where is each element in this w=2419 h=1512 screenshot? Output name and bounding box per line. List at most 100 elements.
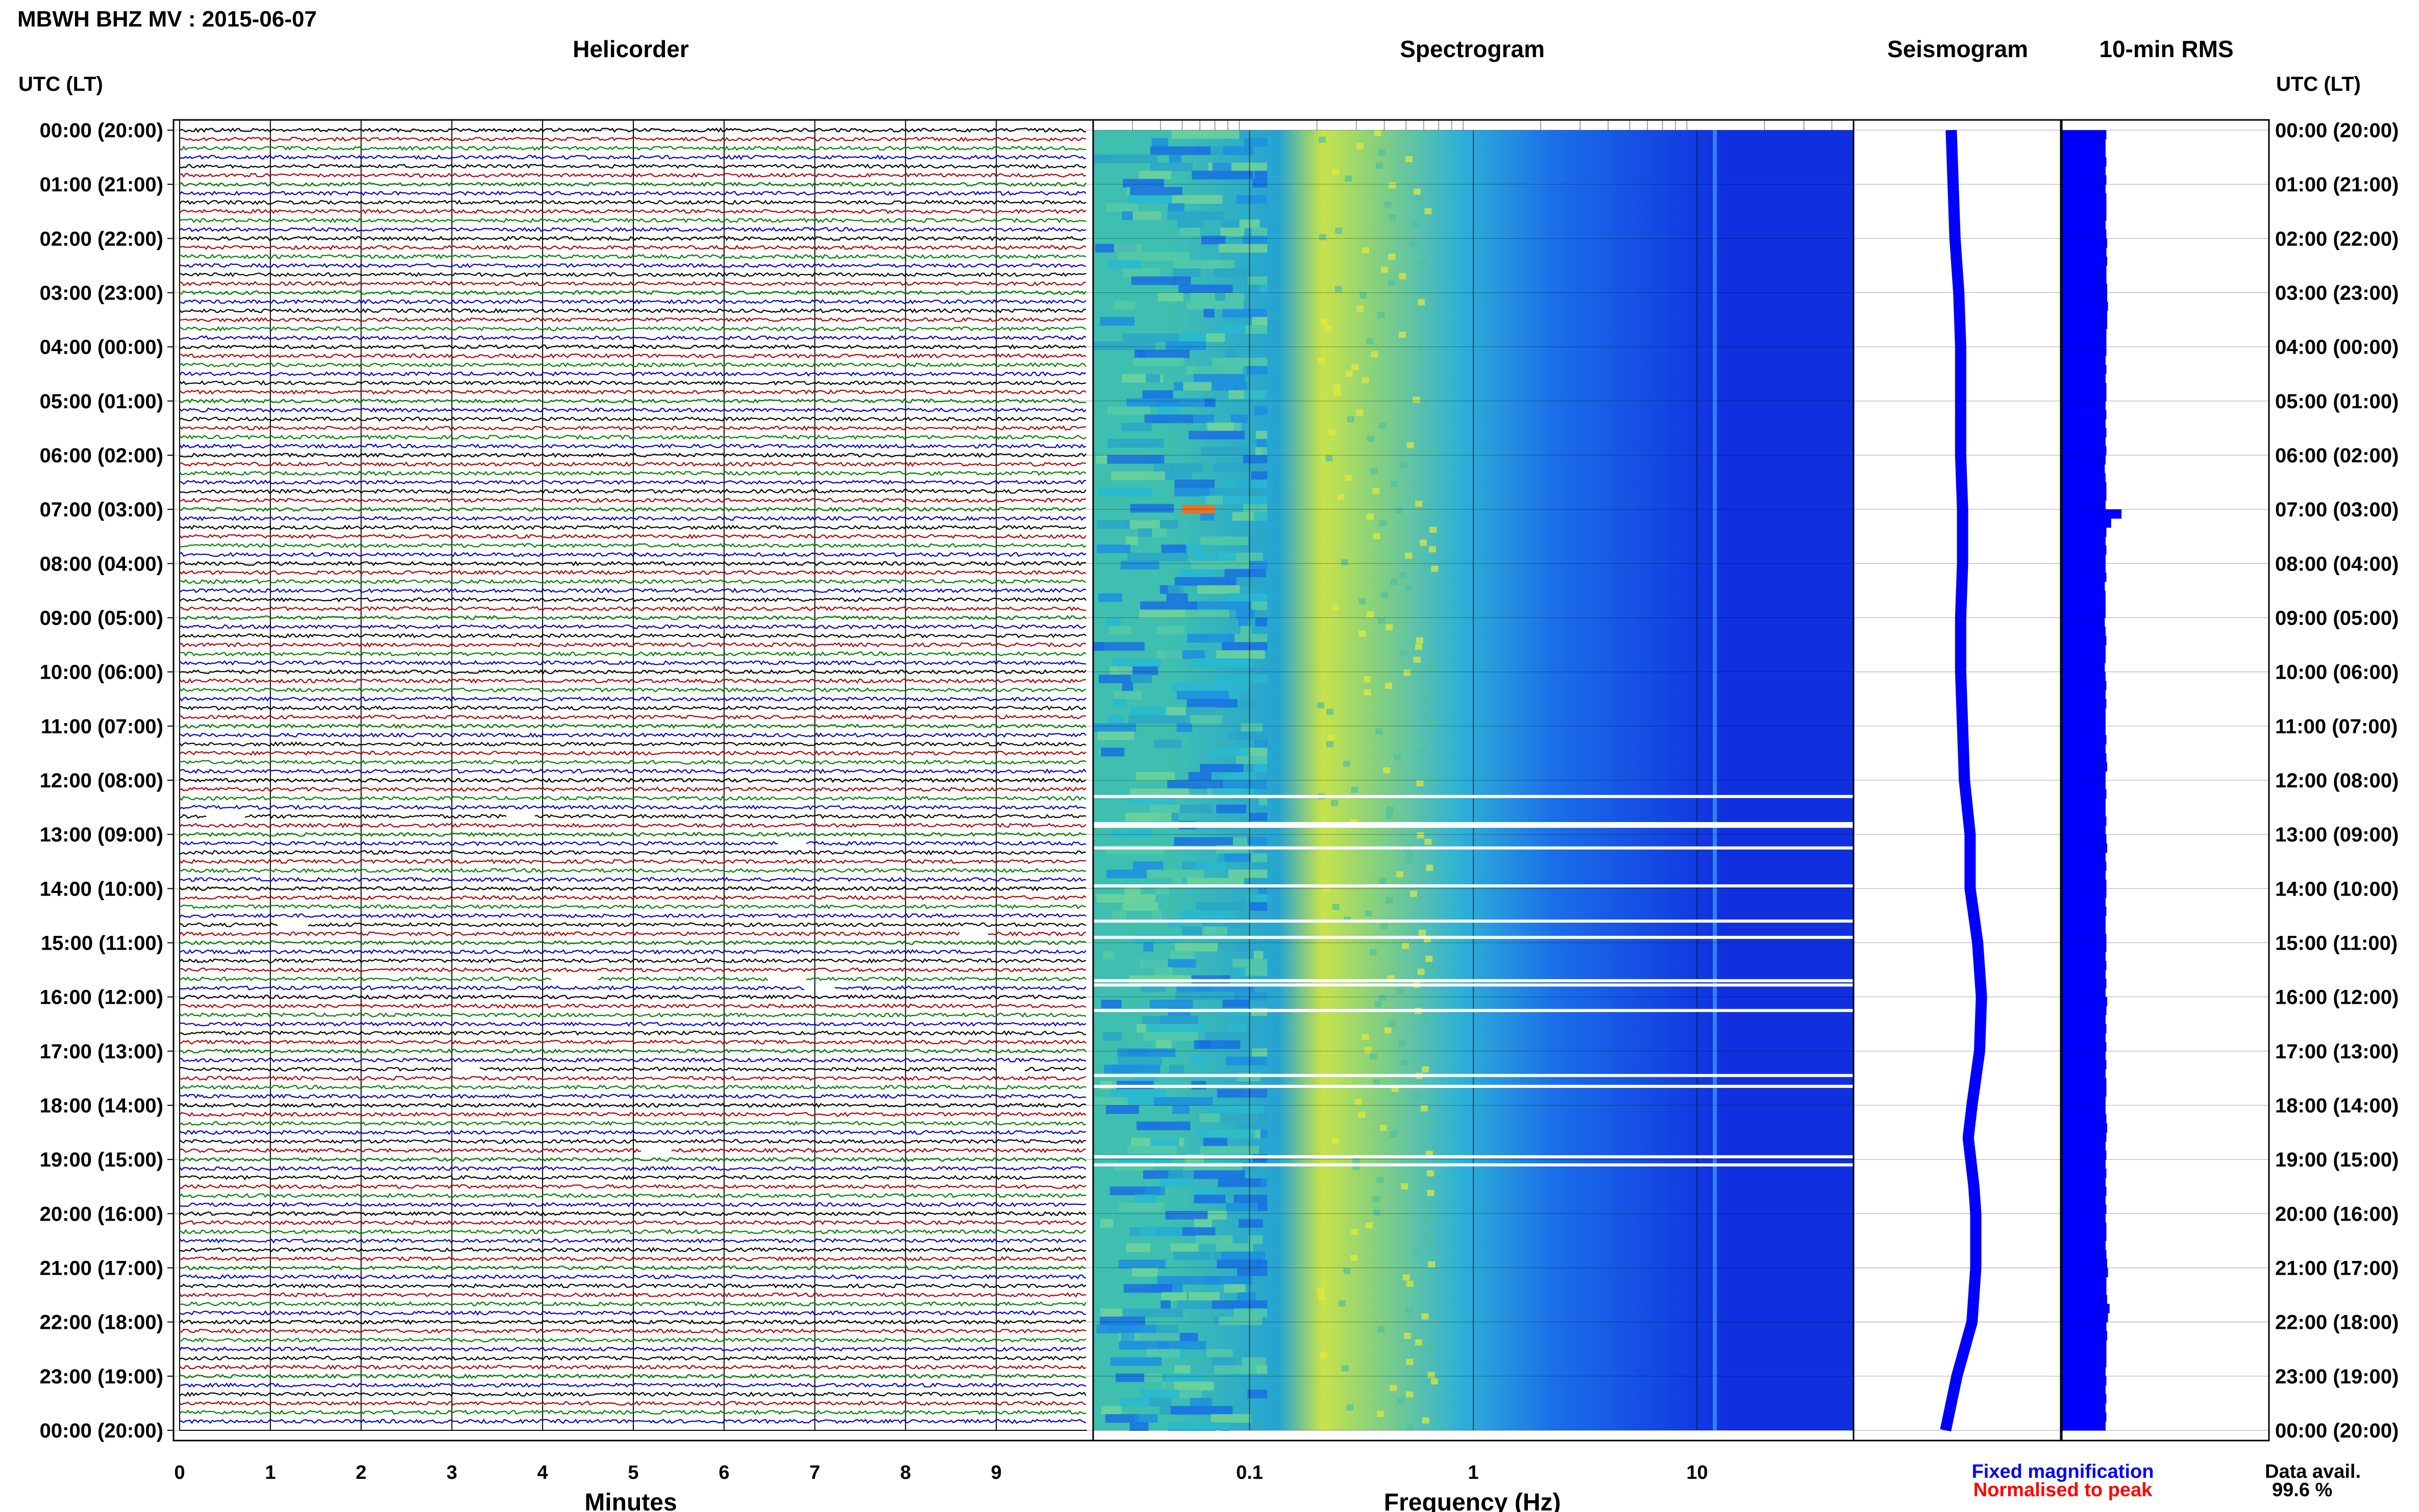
rms-plot: [2062, 130, 2122, 1431]
rms-bar: [2062, 870, 2106, 880]
panel-frame: [1853, 119, 2062, 1442]
spectrogram-cell: [1398, 1040, 1406, 1047]
helicorder-trace: [179, 488, 1087, 494]
spectrogram-cell: [1377, 1326, 1385, 1333]
spectrogram-cell: [1333, 383, 1341, 390]
rms-bar: [2062, 229, 2107, 239]
frequency-tick-label: 0.1: [1236, 1462, 1263, 1483]
spectrogram-hotspot: [1182, 505, 1215, 514]
spectrogram-gap: [1093, 1074, 1854, 1077]
rms-bar: [2062, 600, 2106, 609]
y-tick-label: 11:00 (07:00): [41, 715, 163, 738]
y-tick-label: 18:00 (14:00): [2275, 1095, 2399, 1117]
spectrogram-cell: [1385, 812, 1393, 819]
spectrogram-cell: [1205, 130, 1240, 139]
spectrogram-cell: [1174, 1365, 1191, 1374]
spectrogram-cell: [1249, 812, 1268, 822]
rms-bar: [2062, 1096, 2106, 1106]
minute-tick-label: 1: [265, 1462, 276, 1483]
spectrogram-cell: [1211, 772, 1257, 781]
panel-frame: [2061, 119, 2270, 1442]
y-tick-label: 15:00 (11:00): [2275, 932, 2398, 955]
utc-label-left: UTC (LT): [18, 73, 103, 95]
spectrogram-cell: [1253, 951, 1264, 960]
rms-bar: [2062, 1213, 2106, 1223]
helicorder-trace: [179, 308, 1087, 314]
y-tick-label: 02:00 (22:00): [2275, 228, 2399, 250]
spectrogram-cell: [1369, 949, 1377, 956]
spectrogram-cell: [1193, 414, 1215, 424]
rms-bar: [2062, 906, 2107, 916]
spectrogram-cell: [1211, 1414, 1251, 1423]
rms-bar: [2062, 708, 2106, 717]
rms-bar: [2062, 925, 2106, 934]
spectrogram-cell: [1223, 780, 1268, 789]
spectrogram-cell: [1112, 829, 1153, 838]
rms-bar: [2062, 1394, 2107, 1404]
spectrogram-cell: [1218, 1178, 1267, 1187]
rms-bar: [2062, 573, 2107, 582]
spectrogram-cell: [1255, 431, 1268, 440]
spectrogram-cell: [1412, 1248, 1420, 1255]
rms-bar: [2062, 672, 2106, 681]
spectrogram-cell: [1238, 1219, 1263, 1228]
helicorder-trace: [179, 795, 1087, 801]
spectrogram-cell: [1174, 479, 1215, 488]
y-tick-label: 06:00 (02:00): [40, 444, 163, 467]
seismogram-title: Seismogram: [1887, 36, 2028, 62]
spectrogram-cell: [1194, 1195, 1226, 1204]
spectrogram-gap: [1093, 1009, 1854, 1012]
spectrogram-cell: [1401, 1183, 1409, 1189]
spectrogram-cell: [1415, 1339, 1422, 1346]
spectrogram-cell: [1167, 211, 1224, 220]
spectrogram-cell: [1169, 1064, 1184, 1074]
spectrogram-cell: [1415, 195, 1423, 202]
rms-bar: [2062, 148, 2106, 158]
helicorder-trace: [179, 958, 1087, 964]
rms-bar: [2062, 1340, 2107, 1350]
spectrogram-cell: [1372, 487, 1380, 494]
spectrogram-cell: [1341, 1365, 1349, 1372]
spectrogram-cell: [1175, 577, 1237, 586]
spectrogram-gap: [1093, 825, 1854, 828]
helicorder-trace: [179, 858, 1087, 864]
helicorder-trace: [179, 1337, 1087, 1343]
spectrogram-cell: [1405, 1306, 1413, 1313]
spectrogram-cell: [1193, 374, 1245, 383]
spectrogram-cell: [1255, 317, 1268, 326]
rms-bar: [2062, 1132, 2107, 1142]
helicorder-trace: [179, 371, 1087, 377]
spectrogram-cell: [1190, 1398, 1212, 1407]
spectrogram-cell: [1125, 894, 1136, 903]
helicorder-trace: [179, 281, 1086, 286]
rms-bar: [2062, 627, 2106, 636]
spectrogram-cell: [1222, 309, 1264, 318]
spectrogram-cell: [1251, 471, 1268, 480]
spectrogram-cell: [1317, 1287, 1324, 1294]
spectrogram-cell: [1128, 195, 1186, 204]
spectrogram-cell: [1414, 1092, 1422, 1099]
spectrogram-cell: [1143, 1032, 1198, 1041]
helicorder-trace: [179, 877, 1087, 883]
spectrogram-cell: [1226, 1056, 1268, 1065]
spectrogram-cell: [1140, 959, 1168, 968]
helicorder-trace: [179, 181, 1087, 187]
spectrogram-cell: [1377, 617, 1385, 624]
spectrogram-cell: [1397, 1398, 1404, 1404]
y-tick-label: 10:00 (06:00): [40, 661, 163, 684]
spectrogram-cell: [1228, 593, 1268, 602]
spectrogram-cell: [1422, 1417, 1429, 1424]
spectrogram-cell: [1174, 487, 1217, 497]
spectrogram-cell: [1097, 487, 1152, 497]
utc-label-right: UTC (LT): [2276, 73, 2361, 95]
spectrogram-cell: [1127, 553, 1188, 562]
spectrogram-gap: [1093, 979, 1854, 982]
rms-bar: [2062, 1159, 2106, 1169]
rms-bar: [2062, 1376, 2107, 1386]
y-tick-label: 01:00 (21:00): [2275, 173, 2399, 196]
spectrogram-cell: [1256, 439, 1267, 448]
spectrogram-cell: [1404, 858, 1412, 864]
rms-bar: [2062, 419, 2106, 429]
spectrogram-cell: [1205, 1032, 1252, 1041]
spectrogram-cell: [1426, 774, 1434, 780]
